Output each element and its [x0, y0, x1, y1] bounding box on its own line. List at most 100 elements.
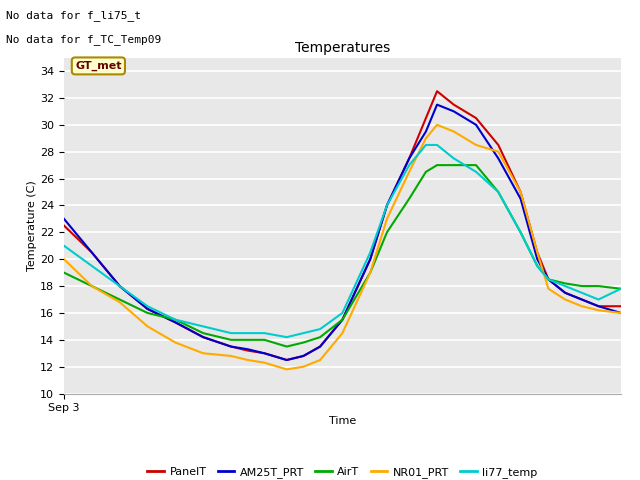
- PanelT: [316, 344, 324, 349]
- li77_temp: [260, 330, 268, 336]
- AirT: [116, 297, 124, 302]
- Line: AirT: AirT: [64, 165, 621, 347]
- NR01_PRT: [316, 357, 324, 363]
- PanelT: [595, 303, 602, 309]
- PanelT: [383, 203, 391, 208]
- PanelT: [561, 290, 569, 296]
- AM25T_PRT: [172, 320, 179, 325]
- AirT: [405, 196, 413, 202]
- Line: NR01_PRT: NR01_PRT: [64, 125, 621, 370]
- AirT: [300, 340, 307, 346]
- li77_temp: [300, 330, 307, 336]
- li77_temp: [516, 229, 524, 235]
- AirT: [450, 162, 458, 168]
- AirT: [578, 283, 586, 289]
- PanelT: [433, 88, 441, 94]
- AM25T_PRT: [60, 216, 68, 222]
- AirT: [516, 229, 524, 235]
- AM25T_PRT: [227, 344, 235, 349]
- AM25T_PRT: [595, 303, 602, 309]
- PanelT: [578, 297, 586, 302]
- PanelT: [617, 303, 625, 309]
- AM25T_PRT: [383, 203, 391, 208]
- AM25T_PRT: [88, 250, 96, 255]
- AirT: [339, 317, 346, 323]
- NR01_PRT: [472, 142, 480, 148]
- li77_temp: [88, 263, 96, 269]
- AirT: [433, 162, 441, 168]
- AirT: [472, 162, 480, 168]
- AirT: [172, 317, 179, 323]
- PanelT: [116, 283, 124, 289]
- AM25T_PRT: [495, 156, 502, 161]
- AirT: [200, 330, 207, 336]
- AM25T_PRT: [366, 256, 374, 262]
- AM25T_PRT: [143, 306, 151, 312]
- Line: PanelT: PanelT: [64, 91, 621, 360]
- Legend: PanelT, AM25T_PRT, AirT, NR01_PRT, li77_temp: PanelT, AM25T_PRT, AirT, NR01_PRT, li77_…: [143, 462, 542, 480]
- NR01_PRT: [60, 256, 68, 262]
- Title: Temperatures: Temperatures: [295, 41, 390, 55]
- PanelT: [516, 189, 524, 195]
- AM25T_PRT: [617, 310, 625, 316]
- NR01_PRT: [143, 324, 151, 329]
- NR01_PRT: [283, 367, 291, 372]
- li77_temp: [578, 290, 586, 296]
- li77_temp: [561, 283, 569, 289]
- NR01_PRT: [300, 364, 307, 370]
- li77_temp: [200, 324, 207, 329]
- li77_temp: [116, 283, 124, 289]
- li77_temp: [383, 203, 391, 208]
- AM25T_PRT: [516, 196, 524, 202]
- AirT: [545, 276, 552, 282]
- NR01_PRT: [495, 149, 502, 155]
- NR01_PRT: [244, 357, 252, 363]
- PanelT: [200, 334, 207, 340]
- li77_temp: [595, 297, 602, 302]
- li77_temp: [472, 169, 480, 175]
- NR01_PRT: [172, 340, 179, 346]
- AirT: [495, 189, 502, 195]
- NR01_PRT: [450, 129, 458, 134]
- AM25T_PRT: [300, 353, 307, 359]
- NR01_PRT: [595, 307, 602, 313]
- PanelT: [172, 320, 179, 325]
- li77_temp: [244, 330, 252, 336]
- li77_temp: [172, 317, 179, 323]
- AirT: [561, 280, 569, 286]
- Y-axis label: Temperature (C): Temperature (C): [28, 180, 37, 271]
- li77_temp: [60, 243, 68, 249]
- Line: AM25T_PRT: AM25T_PRT: [64, 105, 621, 360]
- NR01_PRT: [405, 169, 413, 175]
- PanelT: [495, 142, 502, 148]
- AirT: [534, 263, 541, 269]
- NR01_PRT: [339, 330, 346, 336]
- PanelT: [534, 250, 541, 255]
- li77_temp: [366, 250, 374, 255]
- X-axis label: Time: Time: [329, 416, 356, 426]
- NR01_PRT: [534, 250, 541, 255]
- AM25T_PRT: [561, 290, 569, 296]
- PanelT: [300, 353, 307, 359]
- NR01_PRT: [578, 303, 586, 309]
- NR01_PRT: [433, 122, 441, 128]
- AM25T_PRT: [200, 334, 207, 340]
- AirT: [227, 337, 235, 343]
- AM25T_PRT: [534, 256, 541, 262]
- AirT: [366, 270, 374, 276]
- AM25T_PRT: [283, 357, 291, 363]
- li77_temp: [545, 276, 552, 282]
- AM25T_PRT: [578, 297, 586, 302]
- AirT: [316, 334, 324, 340]
- PanelT: [244, 348, 252, 353]
- NR01_PRT: [561, 297, 569, 302]
- li77_temp: [617, 286, 625, 292]
- NR01_PRT: [88, 283, 96, 289]
- li77_temp: [450, 156, 458, 161]
- PanelT: [260, 350, 268, 356]
- AM25T_PRT: [450, 108, 458, 114]
- PanelT: [366, 256, 374, 262]
- AirT: [143, 310, 151, 316]
- li77_temp: [433, 142, 441, 148]
- Text: No data for f_TC_Temp09: No data for f_TC_Temp09: [6, 34, 162, 45]
